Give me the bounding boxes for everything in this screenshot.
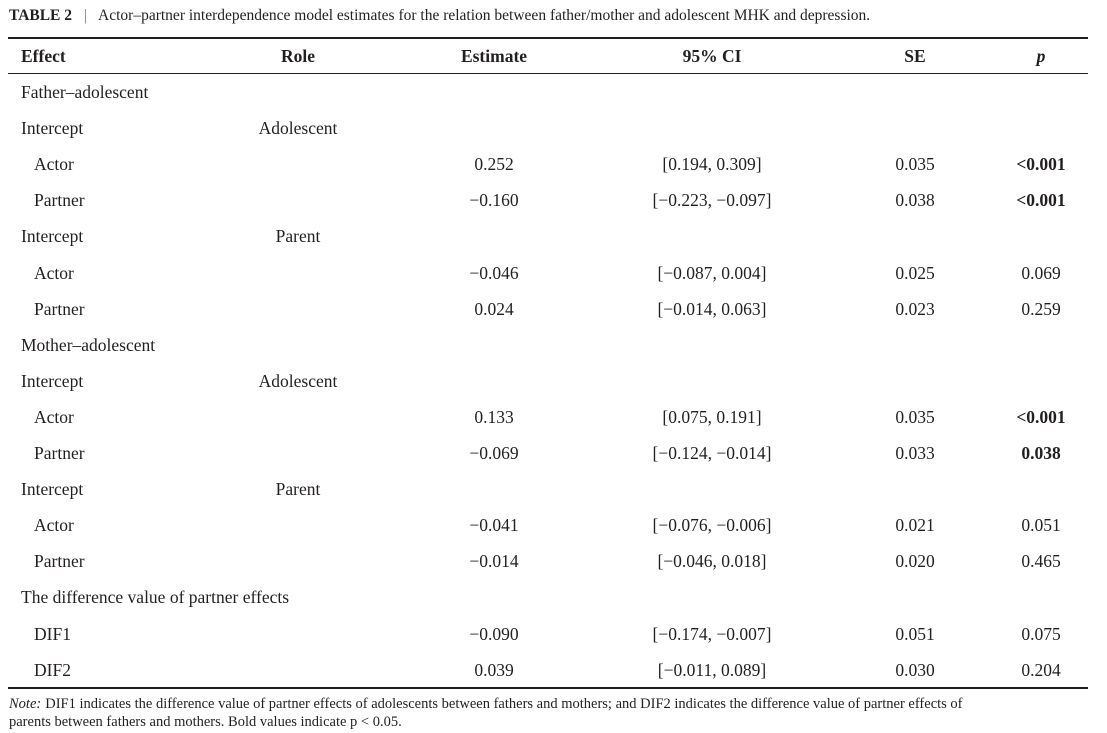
ci: [−0.087, 0.004] xyxy=(657,262,767,283)
table-label: TABLE 2 xyxy=(9,7,73,24)
estimate: 0.133 xyxy=(474,406,514,427)
note-line: DIF1 indicates the difference value of p… xyxy=(45,696,963,712)
group-label: The difference value of partner effects xyxy=(21,587,290,608)
effect-label: Intercept xyxy=(21,226,84,247)
estimate: −0.046 xyxy=(469,262,519,283)
se: 0.021 xyxy=(895,515,935,536)
p-value: 0.051 xyxy=(1021,515,1061,536)
se: 0.025 xyxy=(895,262,935,283)
role-label: Adolescent xyxy=(258,370,338,391)
note-label: Note: xyxy=(9,696,42,712)
header-rule xyxy=(8,73,1088,74)
effect-label: Actor xyxy=(34,515,74,536)
effect-label: Partner xyxy=(34,551,85,572)
effect-label: Intercept xyxy=(21,370,84,391)
column-header: Estimate xyxy=(460,46,528,66)
title-text: Actor–partner interdependence model esti… xyxy=(98,7,871,24)
p-value: <0.001 xyxy=(1016,406,1066,427)
column-header: 95% CI xyxy=(682,46,742,66)
se: 0.051 xyxy=(895,623,935,644)
se: 0.033 xyxy=(895,443,935,463)
effect-label: Intercept xyxy=(21,479,84,500)
se: 0.023 xyxy=(895,298,935,319)
ci: [−0.223, −0.097] xyxy=(652,190,772,211)
estimate: −0.041 xyxy=(469,515,519,536)
ci: [−0.076, −0.006] xyxy=(652,515,772,536)
ci: [0.194, 0.309] xyxy=(662,154,762,175)
separator: | xyxy=(83,7,88,24)
se: 0.035 xyxy=(895,154,935,175)
ci: [−0.046, 0.018] xyxy=(657,551,767,572)
role-label: Adolescent xyxy=(258,118,338,139)
p-value: 0.069 xyxy=(1021,262,1061,283)
p-value: 0.259 xyxy=(1021,298,1061,319)
p-value: 0.075 xyxy=(1021,623,1061,644)
ci: [−0.014, 0.063] xyxy=(657,298,767,319)
group-label: Mother–adolescent xyxy=(21,334,156,355)
role-label: Parent xyxy=(275,479,321,500)
effect-label: Partner xyxy=(34,443,85,463)
group-label: Father–adolescent xyxy=(21,82,149,102)
p-value: <0.001 xyxy=(1016,154,1066,175)
effect-label: Actor xyxy=(34,406,74,427)
column-header: p xyxy=(1036,46,1046,66)
effect-label: Intercept xyxy=(21,118,84,139)
note-line: parents between fathers and mothers. Bol… xyxy=(9,714,402,730)
estimate: −0.014 xyxy=(469,551,519,572)
se: 0.020 xyxy=(895,551,935,572)
p-value: 0.465 xyxy=(1021,551,1061,572)
column-header: SE xyxy=(904,46,926,66)
estimate: 0.252 xyxy=(474,154,514,175)
estimate: 0.039 xyxy=(474,659,514,680)
bottom-rule xyxy=(8,687,1088,689)
ci: [−0.124, −0.014] xyxy=(652,443,772,463)
column-header: Role xyxy=(280,46,316,66)
se: 0.030 xyxy=(895,659,935,680)
p-value: 0.038 xyxy=(1021,443,1061,463)
estimate: −0.090 xyxy=(469,623,519,644)
p-value: 0.204 xyxy=(1021,659,1061,680)
ci: [0.075, 0.191] xyxy=(662,406,762,427)
effect-label: Actor xyxy=(34,154,74,175)
ci: [−0.011, 0.089] xyxy=(657,659,767,680)
effect-label: DIF2 xyxy=(34,659,71,680)
effect-label: DIF1 xyxy=(34,623,71,644)
effect-label: Actor xyxy=(34,262,74,283)
p-value: <0.001 xyxy=(1016,190,1066,211)
role-label: Parent xyxy=(275,226,321,247)
column-header: Effect xyxy=(21,46,66,66)
table-title: TABLE 2 | Actor–partner interdependence … xyxy=(9,6,870,26)
top-rule xyxy=(8,37,1088,39)
estimate: −0.160 xyxy=(469,190,519,211)
se: 0.035 xyxy=(895,406,935,427)
estimate: −0.069 xyxy=(469,443,519,463)
effect-label: Partner xyxy=(34,298,85,319)
ci: [−0.174, −0.007] xyxy=(652,623,772,644)
effect-label: Partner xyxy=(34,190,85,211)
estimate: 0.024 xyxy=(474,298,514,319)
se: 0.038 xyxy=(895,190,935,211)
